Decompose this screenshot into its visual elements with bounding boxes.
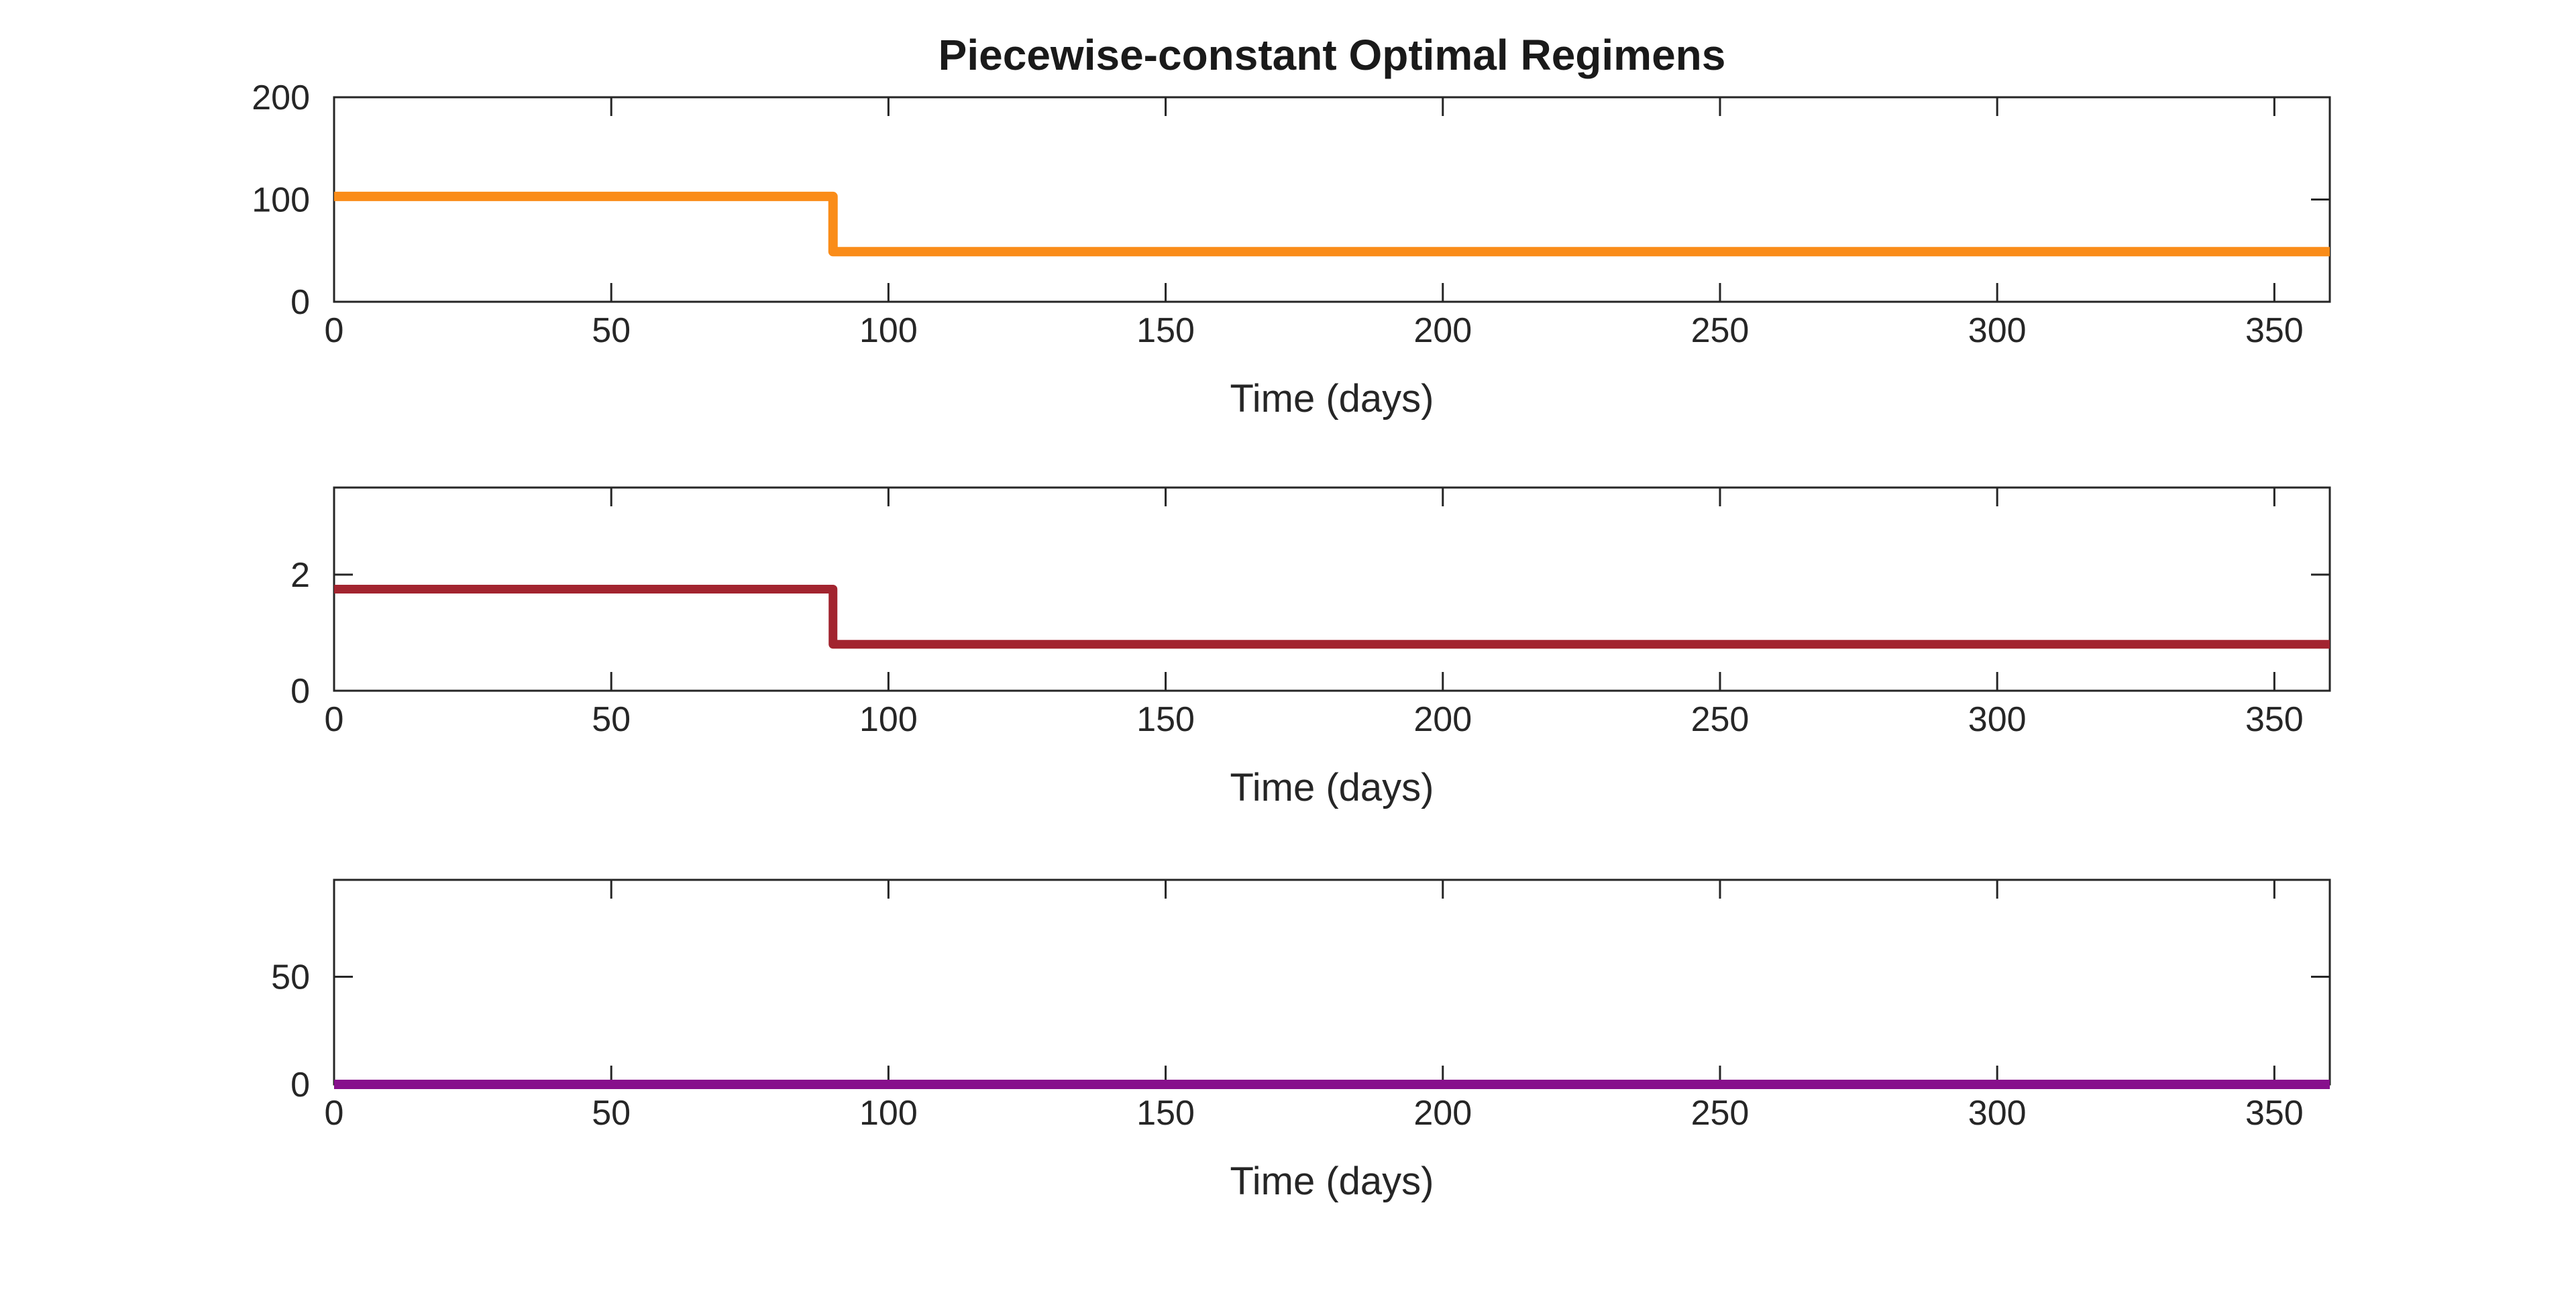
series-line	[334, 585, 2330, 649]
x-tick-label: 100	[859, 1094, 918, 1133]
x-tick-label: 350	[2245, 700, 2304, 739]
y-tick-label: 0	[290, 672, 310, 711]
subplot-1: 0 50 100 150 200 250 300 350 0 100 200	[252, 78, 2331, 350]
x-axis-label-subplot-2: Time (days)	[1230, 766, 1434, 809]
x-tick-label: 150	[1136, 700, 1195, 739]
x-tick-label: 200	[1413, 1094, 1472, 1133]
x-axis-label-subplot-3: Time (days)	[1230, 1159, 1434, 1203]
y-tick-label: 0	[290, 1066, 310, 1105]
x-tick-label: 0	[325, 1094, 344, 1133]
x-tick-label: 0	[325, 700, 344, 739]
x-tick-label: 150	[1136, 1094, 1195, 1133]
subplot-2: 0 50 100 150 200 250 300 350 0 2	[290, 486, 2331, 739]
x-axis-label-subplot-1: Time (days)	[1230, 377, 1434, 420]
x-tick-label: 150	[1136, 311, 1195, 350]
x-tick-label: 100	[859, 311, 918, 350]
x-tick-label: 350	[2245, 1094, 2304, 1133]
x-tick-label: 350	[2245, 311, 2304, 350]
x-tick-label: 100	[859, 700, 918, 739]
y-tick-label: 50	[271, 958, 310, 997]
series-line	[334, 191, 2330, 257]
x-tick-label: 50	[592, 1094, 631, 1133]
x-tick-label: 50	[592, 700, 631, 739]
x-tick-label: 0	[325, 311, 344, 350]
x-tick-label: 200	[1413, 700, 1472, 739]
x-tick-label: 250	[1691, 311, 1750, 350]
y-tick-label: 0	[290, 283, 310, 322]
subplot-3: 0 50 100 150 200 250 300 350 0 50	[271, 879, 2331, 1133]
x-tick-label: 250	[1691, 700, 1750, 739]
x-tick-label: 250	[1691, 1094, 1750, 1133]
x-tick-label: 50	[592, 311, 631, 350]
x-tick-label: 300	[1968, 1094, 2027, 1133]
x-tick-label: 300	[1968, 311, 2027, 350]
y-tick-label: 100	[252, 181, 310, 220]
figure-title: Piecewise-constant Optimal Regimens	[938, 31, 1726, 79]
y-tick-label: 2	[290, 556, 310, 595]
axis-box	[333, 879, 2331, 1086]
x-tick-label: 300	[1968, 700, 2027, 739]
x-tick-label: 200	[1413, 311, 1472, 350]
y-tick-label: 200	[252, 78, 310, 117]
